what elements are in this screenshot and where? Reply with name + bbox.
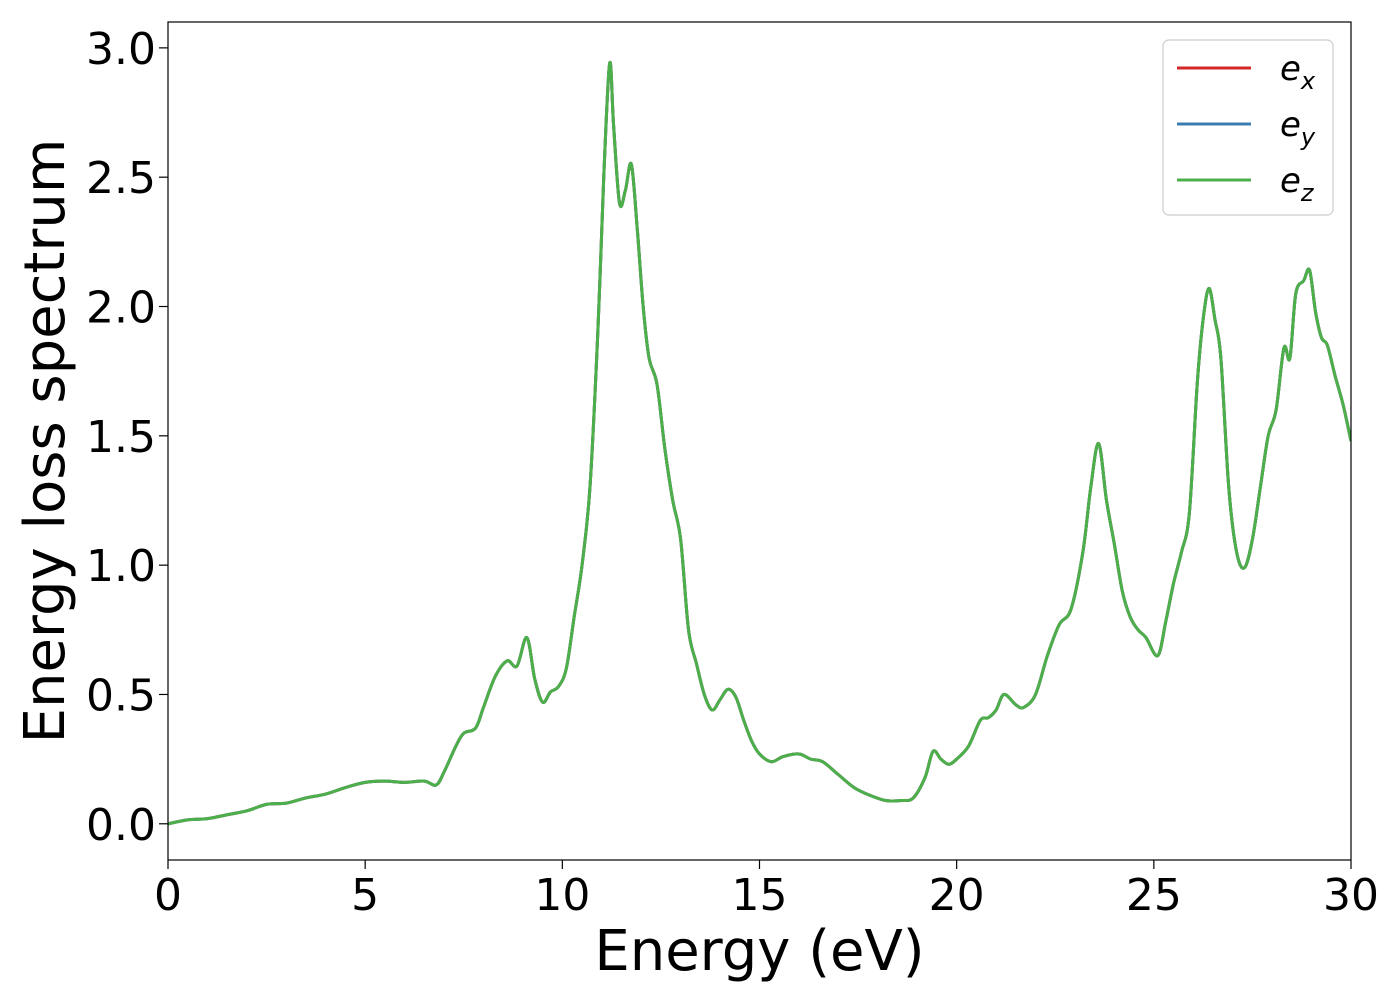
legend-label-e-z: ez <box>1280 161 1315 207</box>
x-axis-title: Energy (eV) <box>594 919 924 984</box>
x-tick-label: 20 <box>929 870 985 921</box>
y-axis-ticks: 0.0 0.5 1.0 1.5 2.0 2.5 3.0 <box>86 24 168 851</box>
x-tick-label: 30 <box>1323 870 1379 921</box>
legend-label-e-x: ex <box>1280 49 1316 95</box>
legend-label-subscript: y <box>1300 123 1316 151</box>
x-tick-label: 15 <box>732 870 788 921</box>
y-axis-title: Energy loss spectrum <box>13 139 78 744</box>
legend-label-base: e <box>1280 105 1301 145</box>
y-tick-label: 0.0 <box>86 800 156 851</box>
legend-label-base: e <box>1280 161 1301 201</box>
x-tick-label: 25 <box>1126 870 1182 921</box>
y-tick-label: 1.5 <box>86 412 156 463</box>
legend-box <box>1162 39 1334 216</box>
plot-layer <box>168 60 1351 826</box>
series-line-e-z <box>168 60 1351 826</box>
y-tick-label: 2.5 <box>86 153 156 204</box>
x-axis-ticks: 0 5 10 15 20 25 30 <box>154 860 1379 921</box>
legend-label-subscript: x <box>1300 67 1316 95</box>
legend-label-subscript: z <box>1300 179 1315 207</box>
legend-label-e-y: ey <box>1280 105 1316 151</box>
y-tick-label: 0.5 <box>86 670 156 721</box>
x-tick-label: 10 <box>534 870 590 921</box>
y-tick-label: 2.0 <box>86 283 156 334</box>
x-tick-label: 0 <box>154 870 182 921</box>
y-tick-label: 3.0 <box>86 24 156 75</box>
x-tick-label: 5 <box>351 870 379 921</box>
legend-label-base: e <box>1280 49 1301 89</box>
y-tick-label: 1.0 <box>86 541 156 592</box>
